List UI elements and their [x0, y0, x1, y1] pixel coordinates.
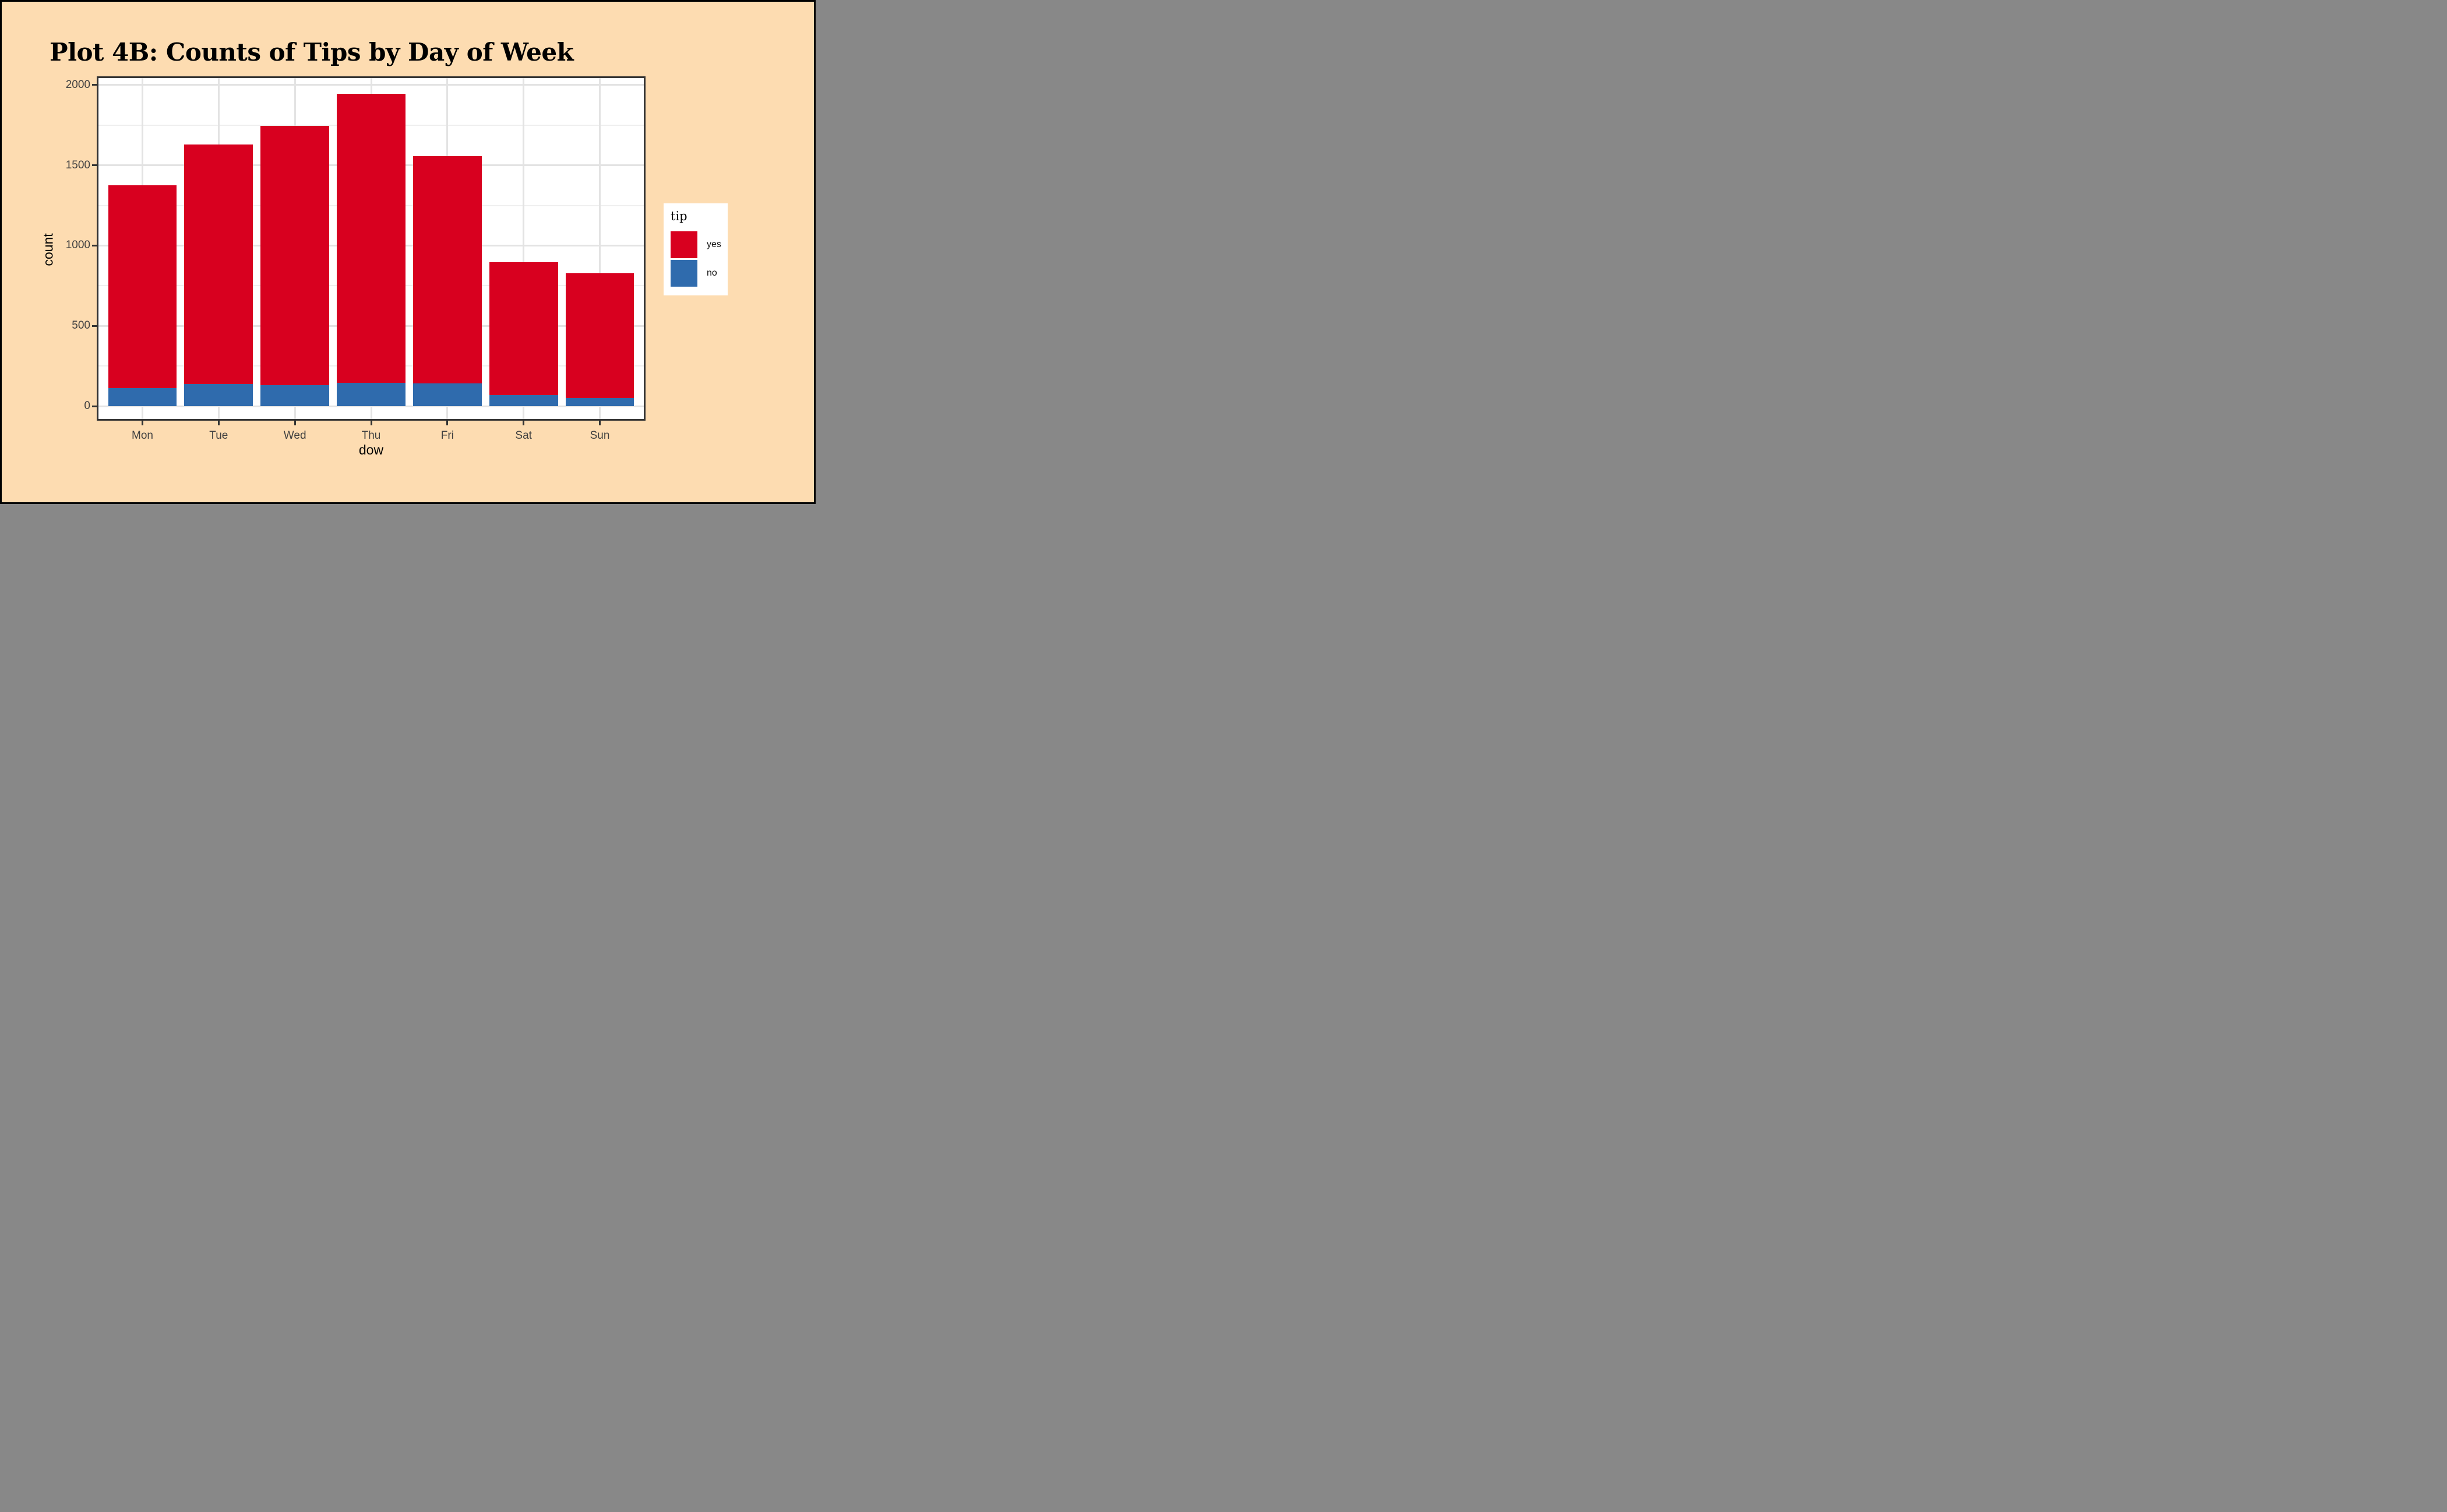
y-tick-0 — [92, 405, 97, 407]
gridline-x-sat — [523, 76, 525, 421]
legend-label-no: no — [707, 268, 717, 278]
bar-tue-yes — [184, 144, 253, 385]
y-tick-label-500: 500 — [72, 319, 90, 332]
bar-mon-yes — [108, 185, 177, 389]
y-tick-2000 — [92, 84, 97, 86]
y-tick-label-0: 0 — [84, 400, 90, 413]
bar-tue-no — [184, 384, 253, 407]
y-tick-500 — [92, 325, 97, 327]
x-tick-wed — [294, 421, 296, 425]
bar-wed-yes — [260, 125, 330, 386]
x-tick-label-wed: Wed — [283, 429, 306, 442]
x-tick-fri — [446, 421, 449, 425]
legend-label-yes: yes — [707, 239, 721, 249]
bar-thu-no — [337, 383, 406, 407]
legend-swatch-yes-icon — [671, 231, 697, 258]
x-tick-sat — [523, 421, 525, 425]
bar-wed-no — [260, 385, 330, 407]
x-tick-sun — [599, 421, 601, 425]
legend-item-yes: yes — [671, 231, 728, 258]
chart-title: Plot 4B: Counts of Tips by Day of Week — [50, 38, 574, 66]
bar-thu-yes — [337, 94, 406, 383]
bar-fri-yes — [412, 156, 482, 383]
y-tick-label-1500: 1500 — [65, 158, 90, 171]
y-tick-1000 — [92, 244, 97, 246]
x-tick-label-mon: Mon — [132, 429, 153, 442]
x-tick-label-fri: Fri — [440, 429, 454, 442]
gridline-x-sun — [599, 76, 601, 421]
x-tick-label-sat: Sat — [515, 429, 532, 442]
bar-mon-no — [108, 388, 177, 407]
x-tick-label-sun: Sun — [590, 429, 610, 442]
legend-swatch-no-icon — [671, 260, 697, 287]
bar-sat-no — [489, 395, 558, 407]
bar-fri-no — [412, 383, 482, 407]
x-tick-label-tue: Tue — [209, 429, 228, 442]
x-axis-title: dow — [358, 442, 384, 457]
y-tick-label-1000: 1000 — [65, 239, 90, 252]
legend-item-no: no — [671, 260, 728, 287]
bar-sun-no — [565, 398, 634, 407]
bar-sat-yes — [489, 262, 558, 396]
x-tick-thu — [370, 421, 372, 425]
y-tick-1500 — [92, 164, 97, 167]
x-tick-label-thu: Thu — [361, 429, 381, 442]
bar-sun-yes — [565, 273, 634, 399]
y-tick-label-2000: 2000 — [65, 78, 90, 91]
plot-panel — [97, 76, 646, 421]
x-tick-mon — [142, 421, 143, 425]
figure: Plot 4B: Counts of Tips by Day of Week d… — [0, 0, 816, 504]
legend-title: tip — [671, 209, 687, 223]
x-tick-tue — [217, 421, 220, 425]
legend: tip yes no — [664, 203, 728, 295]
